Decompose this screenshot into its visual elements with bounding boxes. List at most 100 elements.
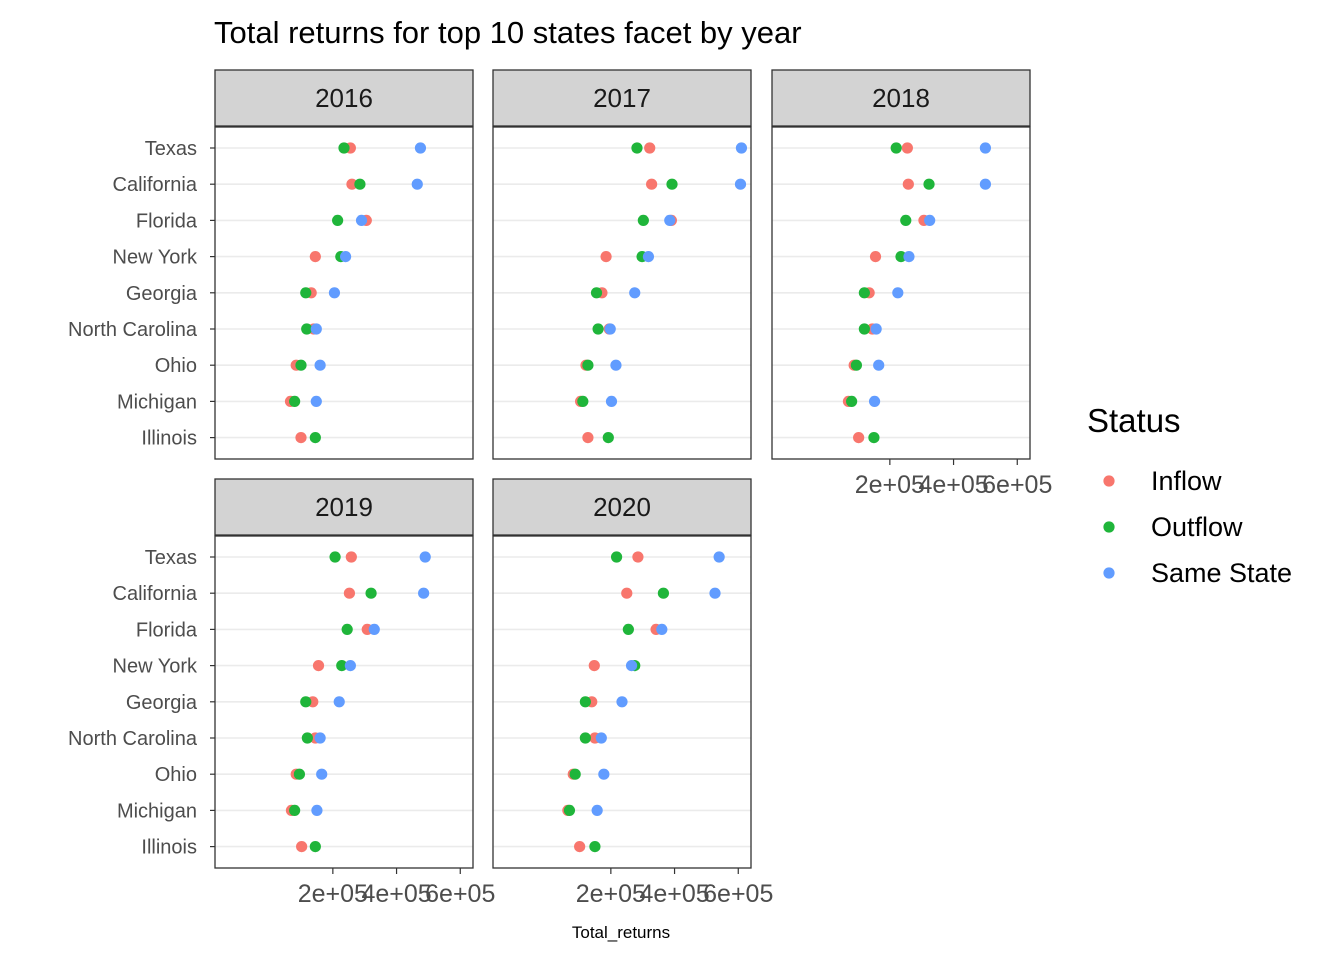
point-2020-same-state-new-york <box>625 660 638 672</box>
point-2016-outflow-illinois <box>309 432 321 444</box>
facet-strip-label-2020: 2020 <box>593 492 651 522</box>
point-2016-outflow-california <box>354 178 366 190</box>
point-2018-inflow-texas <box>901 142 913 154</box>
point-2017-inflow-texas <box>644 142 656 154</box>
point-2016-same-state-california <box>411 178 423 190</box>
x-tick-label-2020-2: 6e+05 <box>703 880 773 908</box>
point-2018-same-state-georgia <box>892 287 904 299</box>
point-2017-outflow-michigan <box>577 395 589 407</box>
point-2018-outflow-florida <box>900 214 912 226</box>
point-2019-outflow-georgia <box>300 696 312 708</box>
point-2016-outflow-georgia <box>300 287 312 299</box>
x-tick-label-2018-0: 2e+05 <box>855 471 925 499</box>
facet-panels: 2016 Texas California Florida New York Georgi… <box>68 69 1052 908</box>
y-tick-label-2019-michigan: Michigan <box>117 800 197 822</box>
point-2016-same-state-new-york <box>339 251 352 263</box>
facet-strip-2017 <box>492 69 752 127</box>
point-2016-same-state-florida <box>355 214 368 226</box>
point-2020-outflow-illinois <box>589 841 601 853</box>
point-2019-outflow-michigan <box>289 804 301 817</box>
point-2016-outflow-texas <box>338 142 350 154</box>
point-2016-outflow-ohio <box>295 359 307 371</box>
point-2017-inflow-california <box>646 178 658 190</box>
point-2016-same-state-ohio <box>314 359 326 371</box>
point-2018-same-state-north-carolina <box>870 323 882 335</box>
point-2018-outflow-north-carolina <box>858 323 870 335</box>
point-2017-outflow-georgia <box>590 287 603 299</box>
point-2016-inflow-illinois <box>295 432 307 444</box>
point-2017-outflow-florida <box>637 214 649 226</box>
y-tick-label-2019-ohio: Ohio <box>155 764 197 786</box>
point-2019-outflow-florida <box>341 623 353 636</box>
point-2019-outflow-california <box>365 587 377 599</box>
point-2018-inflow-california <box>902 178 914 190</box>
point-2020-same-state-georgia <box>616 696 628 708</box>
point-2020-same-state-north-carolina <box>595 732 607 744</box>
legend-key-inflow <box>1103 475 1115 487</box>
point-2020-outflow-ohio <box>569 768 581 780</box>
point-2018-inflow-illinois <box>853 432 865 444</box>
facet-strip-label-2018: 2018 <box>872 83 930 113</box>
y-tick-label-2016-texas: Texas <box>145 138 197 160</box>
point-2020-same-state-texas <box>713 551 725 563</box>
y-tick-label-2016-michigan: Michigan <box>117 391 197 413</box>
point-2019-outflow-new-york <box>336 660 348 672</box>
point-2020-outflow-north-carolina <box>579 732 591 744</box>
point-2020-same-state-california <box>709 587 721 599</box>
point-2018-outflow-ohio <box>850 359 863 371</box>
point-2018-outflow-illinois <box>868 432 880 444</box>
facet-2017: 2017 <box>492 69 752 460</box>
point-2016-same-state-michigan <box>310 395 322 407</box>
point-2019-inflow-california <box>343 587 356 599</box>
y-tick-label-2016-new-york: New York <box>113 247 198 269</box>
point-2019-inflow-illinois <box>296 841 308 853</box>
point-2020-outflow-michigan <box>563 804 576 817</box>
point-2019-same-state-texas <box>419 551 431 563</box>
point-2017-same-state-north-carolina <box>604 323 616 335</box>
point-2017-outflow-north-carolina <box>592 323 604 335</box>
chart-title: Total returns for top 10 states facet by… <box>214 15 802 50</box>
y-tick-label-2019-texas: Texas <box>145 547 197 569</box>
point-2020-inflow-california <box>621 587 633 599</box>
y-tick-label-2019-california: California <box>113 583 198 605</box>
panel-border-2017 <box>492 126 752 460</box>
point-2017-outflow-texas <box>631 142 643 154</box>
point-2016-inflow-california <box>346 178 358 190</box>
point-2020-outflow-texas <box>610 551 623 563</box>
point-2019-same-state-georgia <box>333 696 345 708</box>
point-2016-same-state-north-carolina <box>310 323 322 335</box>
legend-title: Status <box>1087 402 1181 439</box>
legend-key-same-state <box>1103 567 1115 579</box>
point-2020-same-state-florida <box>656 623 668 636</box>
point-2017-outflow-ohio <box>582 359 594 371</box>
point-2018-same-state-new-york <box>903 251 915 263</box>
point-2020-outflow-florida <box>622 623 634 636</box>
y-tick-label-2016-north-carolina: North Carolina <box>68 319 198 341</box>
point-2017-outflow-illinois <box>602 432 614 444</box>
point-2017-same-state-california <box>734 178 747 190</box>
y-tick-label-2019-new-york: New York <box>113 656 198 678</box>
y-tick-label-2016-georgia: Georgia <box>126 283 198 305</box>
point-2018-same-state-ohio <box>873 359 885 371</box>
point-2016-inflow-new-york <box>309 251 321 263</box>
x-tick-label-2018-2: 6e+05 <box>982 471 1052 499</box>
point-2017-inflow-new-york <box>600 251 612 263</box>
point-2017-inflow-illinois <box>582 432 594 444</box>
y-tick-label-2016-ohio: Ohio <box>155 355 197 377</box>
point-2018-same-state-florida <box>924 214 936 226</box>
point-2019-outflow-texas <box>329 551 341 563</box>
point-2019-same-state-michigan <box>311 804 323 817</box>
point-2020-inflow-texas <box>632 551 644 563</box>
facet-2016: 2016 Texas California Florida New York Georgi… <box>68 69 474 460</box>
legend-key-outflow <box>1103 521 1115 533</box>
facet-strip-label-2019: 2019 <box>315 492 373 522</box>
point-2019-outflow-ohio <box>293 768 306 780</box>
point-2019-same-state-new-york <box>344 660 356 672</box>
legend-label-same-state: Same State <box>1151 558 1292 588</box>
point-2016-same-state-texas <box>414 142 427 154</box>
point-2018-outflow-california <box>923 178 935 190</box>
point-2016-outflow-north-carolina <box>301 323 313 335</box>
point-2019-same-state-florida <box>368 623 380 636</box>
point-2018-inflow-new-york <box>869 251 882 263</box>
